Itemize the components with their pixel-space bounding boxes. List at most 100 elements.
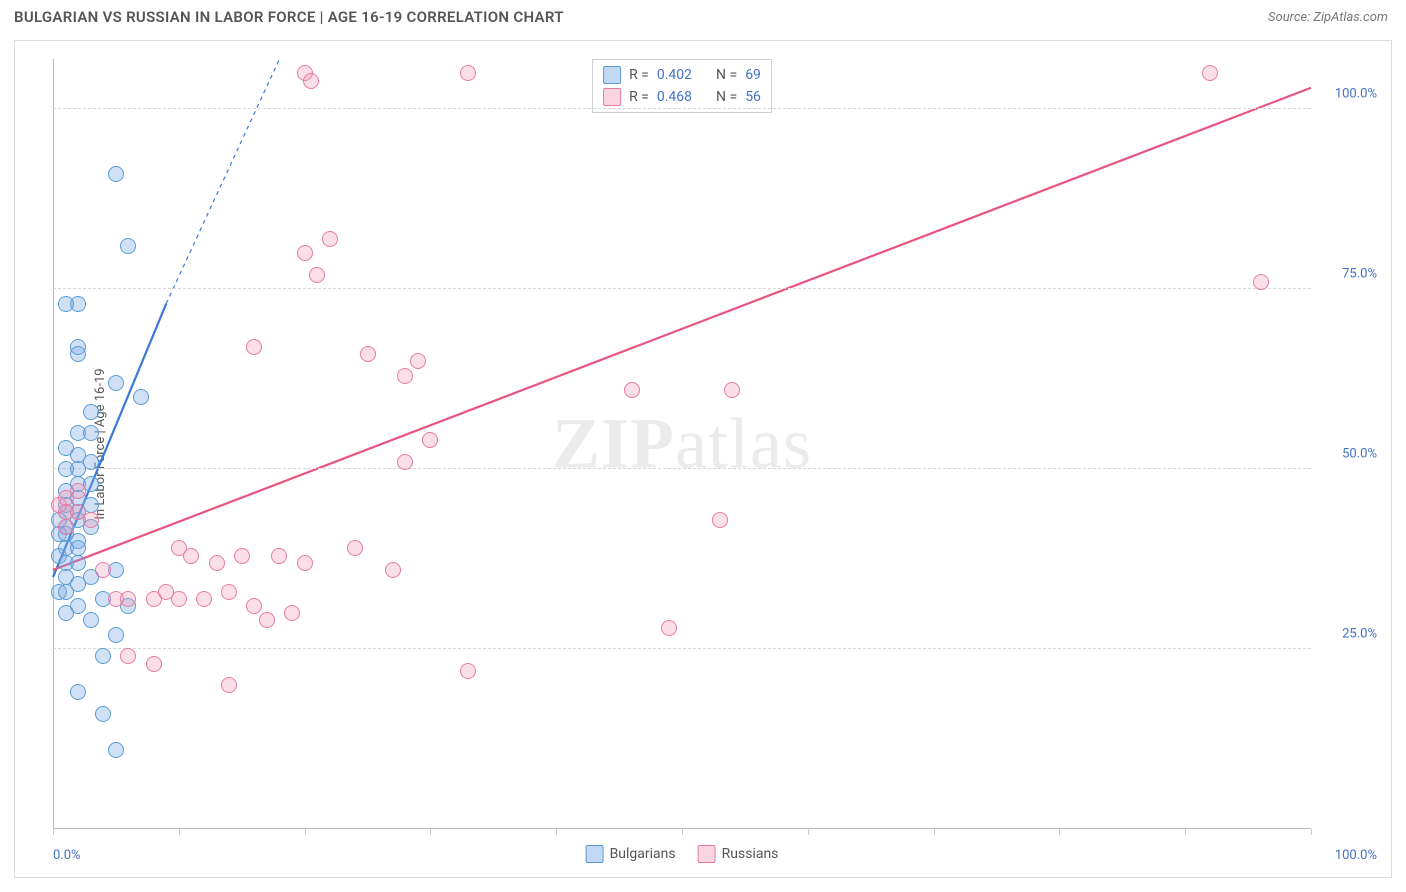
x-tick [1185,829,1186,835]
data-point [1202,65,1218,81]
data-point [397,454,413,470]
data-point [410,353,426,369]
data-point [360,346,376,362]
data-point [297,245,313,261]
trend-line [53,88,1311,570]
data-point [95,706,111,722]
data-point [712,512,728,528]
legend-n-value: 69 [745,67,761,83]
data-point [271,548,287,564]
data-point [322,231,338,247]
data-point [70,483,86,499]
x-axis-min-label: 0.0% [53,848,81,863]
data-point [246,598,262,614]
data-point [120,648,136,664]
data-point [120,238,136,254]
x-tick [808,829,809,835]
legend-swatch [603,66,621,84]
data-point [146,656,162,672]
legend-label: Bulgarians [610,846,676,862]
legend-swatch [586,845,604,863]
gridline [53,648,1311,649]
data-point [297,555,313,571]
chart-source: Source: ZipAtlas.com [1268,10,1388,25]
chart-title: BULGARIAN VS RUSSIAN IN LABOR FORCE | AG… [14,8,564,26]
legend-swatch [603,88,621,106]
gridline [53,468,1311,469]
data-point [83,612,99,628]
data-point [196,591,212,607]
x-tick [53,829,54,835]
legend-r-value: 0.468 [657,89,692,105]
x-tick [556,829,557,835]
data-point [1253,274,1269,290]
legend-n-value: 56 [745,89,761,105]
legend-r-label: R = [629,67,649,83]
data-point [397,368,413,384]
data-point [70,346,86,362]
data-point [58,584,74,600]
y-tick-label: 100.0% [1335,87,1377,102]
y-tick-label: 25.0% [1342,627,1377,642]
trend-line-dashed [166,59,279,304]
gridline [53,108,1311,109]
data-point [221,584,237,600]
data-point [95,562,111,578]
legend-item: Russians [698,845,779,863]
data-point [183,548,199,564]
data-point [95,648,111,664]
y-tick-label: 75.0% [1342,267,1377,282]
gridline [53,288,1311,289]
data-point [133,389,149,405]
data-point [460,65,476,81]
data-point [58,296,74,312]
x-tick [1059,829,1060,835]
data-point [303,73,319,89]
data-point [624,382,640,398]
data-point [171,591,187,607]
legend-swatch [698,845,716,863]
data-point [108,375,124,391]
x-axis-max-label: 100.0% [1335,848,1377,863]
legend-row: R = 0.468 N = 56 [603,86,761,108]
data-point [246,339,262,355]
data-point [385,562,401,578]
data-point [120,591,136,607]
data-point [209,555,225,571]
data-point [58,461,74,477]
legend-item: Bulgarians [586,845,676,863]
data-point [422,432,438,448]
x-tick [934,829,935,835]
legend-r-label: R = [629,89,649,105]
data-point [309,267,325,283]
plot-area: In Labor Force | Age 16-19 ZIPatlas R =0… [53,59,1311,829]
y-tick-label: 50.0% [1342,447,1377,462]
x-tick [430,829,431,835]
data-point [284,605,300,621]
legend-n-label: N = [716,89,737,105]
data-point [234,548,250,564]
data-point [58,519,74,535]
legend-label: Russians [722,846,779,862]
data-point [108,742,124,758]
x-tick [305,829,306,835]
data-point [58,605,74,621]
data-point [724,382,740,398]
data-point [70,555,86,571]
x-tick [1311,829,1312,835]
data-point [70,684,86,700]
legend-n-label: N = [716,67,737,83]
chart-header: BULGARIAN VS RUSSIAN IN LABOR FORCE | AG… [0,0,1406,34]
trend-lines-layer [53,59,1311,829]
correlation-legend: R =0.402N =69R =0.468N =56 [592,59,772,113]
data-point [221,677,237,693]
x-tick [682,829,683,835]
data-point [83,425,99,441]
data-point [108,166,124,182]
series-legend: Bulgarians Russians [586,845,779,863]
chart-container: In Labor Force | Age 16-19 ZIPatlas R =0… [14,40,1392,878]
data-point [259,612,275,628]
data-point [661,620,677,636]
data-point [347,540,363,556]
x-tick [179,829,180,835]
